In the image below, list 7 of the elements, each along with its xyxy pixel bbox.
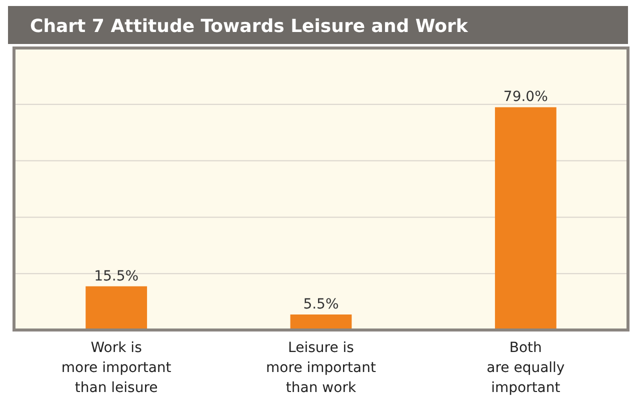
data-label: 5.5% bbox=[303, 296, 339, 312]
data-label: 15.5% bbox=[94, 268, 139, 284]
x-tick-label: Work is more important than leisure bbox=[61, 340, 172, 396]
x-tick-label: Both are equally important bbox=[486, 340, 565, 396]
data-label: 79.0% bbox=[503, 89, 548, 106]
x-tick-label: Leisure is more important than work bbox=[266, 340, 376, 396]
chart-title: Chart 7 Attitude Towards Leisure and Work bbox=[30, 16, 469, 37]
